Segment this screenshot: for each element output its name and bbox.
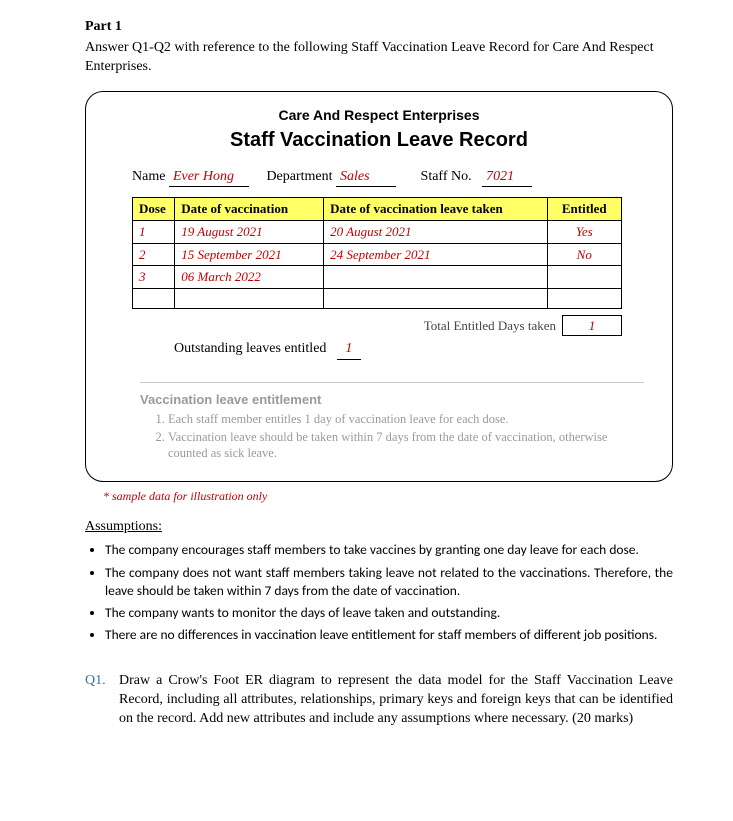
table-row — [133, 288, 622, 308]
total-row: Total Entitled Days taken 1 — [132, 315, 622, 337]
staff-info-row: Name Ever Hong Department Sales Staff No… — [132, 168, 644, 188]
rules-item: Vaccination leave should be taken within… — [168, 429, 644, 463]
cell-dose — [133, 288, 175, 308]
question-text: Draw a Crow's Foot ER diagram to represe… — [119, 672, 673, 729]
vaccination-table: Dose Date of vaccination Date of vaccina… — [132, 197, 622, 308]
cell-dateleave — [324, 288, 547, 308]
cell-dose: 1 — [133, 221, 175, 244]
cell-entitled — [547, 266, 621, 289]
rules-item: Each staff member entitles 1 day of vacc… — [168, 411, 644, 428]
table-row: 1 19 August 2021 20 August 2021 Yes — [133, 221, 622, 244]
cell-dose: 2 — [133, 243, 175, 266]
assumption-item: The company does not want staff members … — [105, 564, 673, 600]
record-card: Care And Respect Enterprises Staff Vacci… — [85, 91, 673, 483]
cell-entitled — [547, 288, 621, 308]
assumption-item: The company wants to monitor the days of… — [105, 604, 673, 622]
outstanding-label: Outstanding leaves entitled — [174, 341, 326, 356]
th-datevax: Date of vaccination — [175, 198, 324, 221]
assumptions-heading: Assumptions: — [85, 518, 673, 537]
cell-dateleave: 24 September 2021 — [324, 243, 547, 266]
rules-list: Each staff member entitles 1 day of vacc… — [168, 411, 644, 463]
cell-datevax: 15 September 2021 — [175, 243, 324, 266]
question-number: Q1. — [85, 672, 119, 729]
th-dose: Dose — [133, 198, 175, 221]
th-dateleave: Date of vaccination leave taken — [324, 198, 547, 221]
cell-dose: 3 — [133, 266, 175, 289]
total-label: Total Entitled Days taken — [132, 317, 562, 335]
cell-dateleave — [324, 266, 547, 289]
th-entitled: Entitled — [547, 198, 621, 221]
staffno-value: 7021 — [482, 168, 532, 188]
outstanding-value: 1 — [337, 340, 361, 360]
assumptions-list: The company encourages staff members to … — [105, 541, 673, 644]
assumption-item: The company encourages staff members to … — [105, 541, 673, 559]
cell-dateleave: 20 August 2021 — [324, 221, 547, 244]
cell-datevax: 06 March 2022 — [175, 266, 324, 289]
assumption-item: There are no differences in vaccination … — [105, 626, 673, 644]
rules-title: Vaccination leave entitlement — [140, 391, 644, 409]
outstanding-row: Outstanding leaves entitled 1 — [174, 340, 644, 360]
intro-text: Answer Q1-Q2 with reference to the follo… — [85, 39, 673, 77]
rules-block: Vaccination leave entitlement Each staff… — [140, 382, 644, 462]
table-header-row: Dose Date of vaccination Date of vaccina… — [133, 198, 622, 221]
staffno-label: Staff No. — [421, 169, 472, 184]
name-label: Name — [132, 169, 165, 184]
dept-value: Sales — [336, 168, 396, 188]
table-row: 3 06 March 2022 — [133, 266, 622, 289]
card-main-title: Staff Vaccination Leave Record — [114, 127, 644, 154]
part-heading: Part 1 — [85, 18, 673, 37]
card-company-title: Care And Respect Enterprises — [114, 106, 644, 125]
cell-datevax: 19 August 2021 — [175, 221, 324, 244]
name-value: Ever Hong — [169, 168, 249, 188]
cell-datevax — [175, 288, 324, 308]
table-row: 2 15 September 2021 24 September 2021 No — [133, 243, 622, 266]
cell-entitled: Yes — [547, 221, 621, 244]
question-block: Q1. Draw a Crow's Foot ER diagram to rep… — [85, 672, 673, 729]
cell-entitled: No — [547, 243, 621, 266]
total-value: 1 — [562, 315, 622, 337]
sample-note: * sample data for illustration only — [103, 488, 673, 504]
dept-label: Department — [266, 169, 332, 184]
